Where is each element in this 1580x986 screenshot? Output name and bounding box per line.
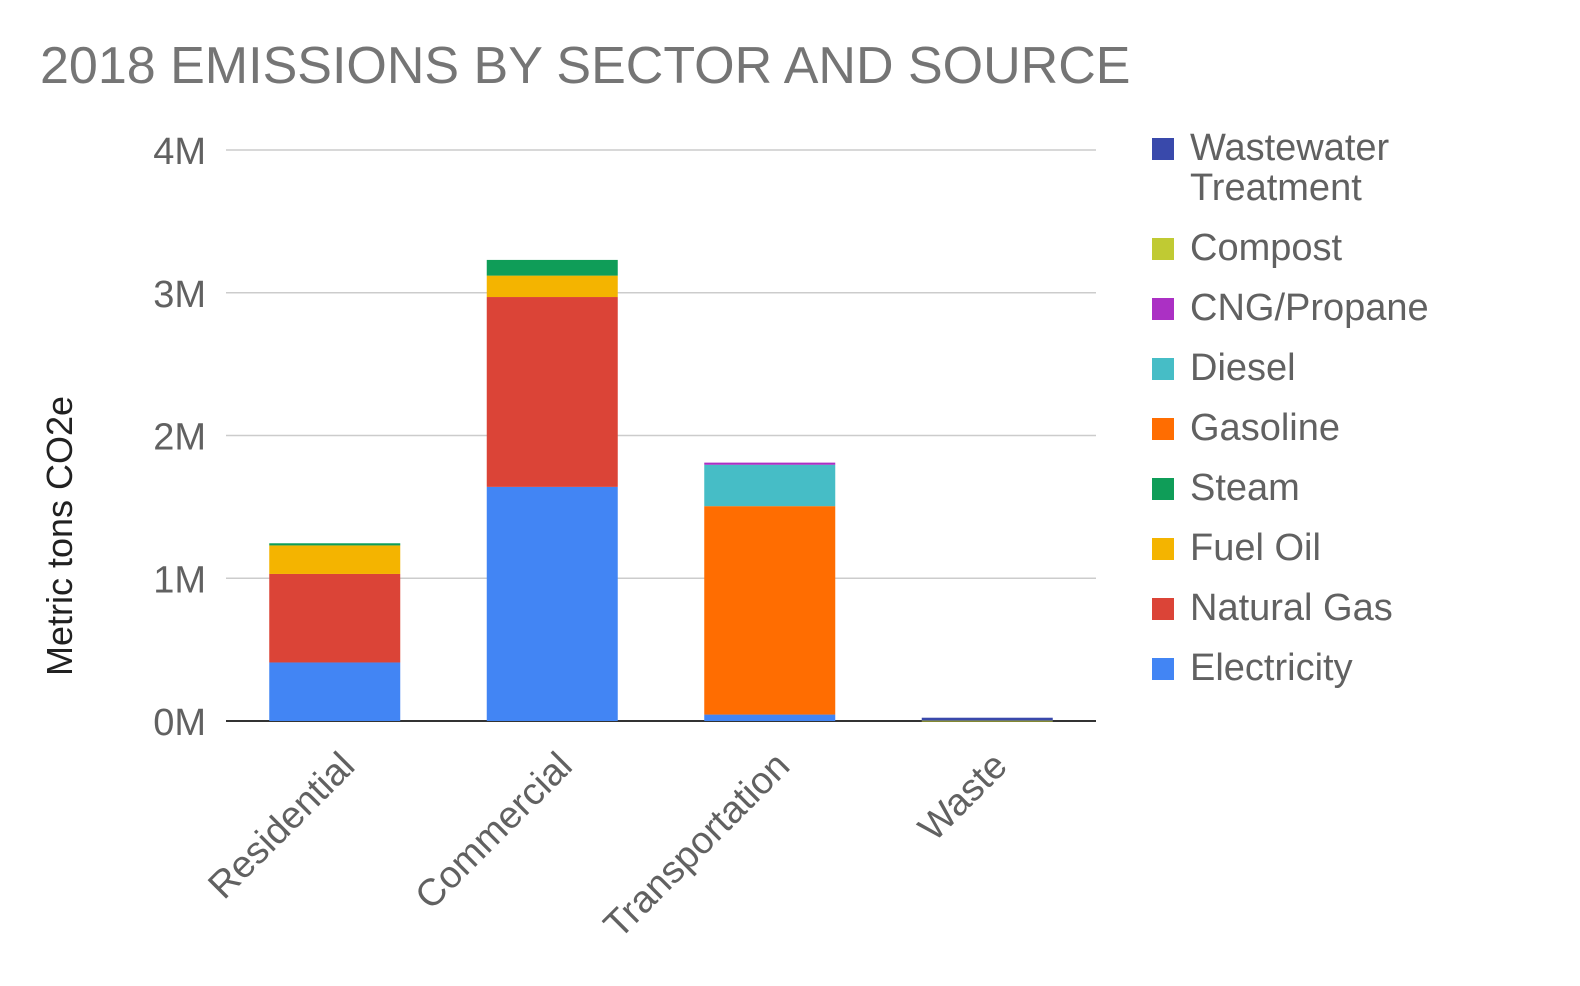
legend-swatch [1152, 538, 1174, 560]
x-tick-label: Waste [911, 745, 1016, 850]
x-tick-label: Transportation [596, 745, 798, 947]
legend-label-line: Electricity [1190, 647, 1353, 689]
bar-segment-transportation-gasoline [704, 506, 836, 715]
legend-label-line: Steam [1190, 467, 1300, 509]
bar-segment-commercial-fuel-oil [486, 275, 618, 298]
legend-label-line: Natural Gas [1190, 587, 1393, 629]
legend-label: Gasoline [1190, 408, 1340, 448]
legend-label-line: Treatment [1190, 167, 1362, 209]
bar-segment-residential-natural-gas [269, 573, 401, 663]
legend-item: CNG/Propane [1152, 288, 1562, 328]
legend-label: Compost [1190, 228, 1342, 268]
legend-item: Natural Gas [1152, 588, 1562, 628]
legend-item: Electricity [1152, 648, 1562, 688]
legend-label-line: Diesel [1190, 347, 1296, 389]
legend-label-line: Fuel Oil [1190, 527, 1321, 569]
chart-title: 2018 EMISSIONS BY SECTOR AND SOURCE [40, 37, 1131, 95]
chart-legend: Wastewater Treatment Compost CNG/Propane Die… [1152, 128, 1562, 688]
legend-swatch [1152, 478, 1174, 500]
legend-swatch [1152, 358, 1174, 380]
bar-segment-residential-fuel-oil [269, 545, 401, 574]
bar-segment-waste-compost [921, 720, 1053, 722]
legend-item: Fuel Oil [1152, 528, 1562, 568]
bar-segment-waste-wastewater-treatment [921, 717, 1053, 721]
legend-label: Steam [1190, 468, 1300, 508]
legend-label: Diesel [1190, 348, 1296, 388]
y-tick-label: 1M [153, 559, 206, 601]
bar-segment-transportation-cng-propane [704, 462, 836, 465]
y-axis-label: Metric tons CO2e [39, 396, 80, 676]
bar-segment-residential-steam [269, 543, 401, 546]
legend-swatch [1152, 238, 1174, 260]
legend-swatch [1152, 418, 1174, 440]
legend-label-line: CNG/Propane [1190, 287, 1429, 329]
y-tick-label: 3M [153, 274, 206, 316]
legend-item: Steam [1152, 468, 1562, 508]
legend-label: Wastewater Treatment [1190, 128, 1389, 208]
y-tick-label: 2M [153, 417, 206, 459]
legend-label-line: Compost [1190, 227, 1343, 269]
legend-label: Electricity [1190, 648, 1353, 688]
legend-label: Fuel Oil [1190, 528, 1321, 568]
legend-label-line: Wastewater [1190, 127, 1390, 169]
y-tick-label: 4M [153, 131, 206, 173]
legend-item: Gasoline [1152, 408, 1562, 448]
legend-label-line: Gasoline [1190, 407, 1340, 449]
legend-swatch [1152, 658, 1174, 680]
bar-segment-commercial-natural-gas [486, 297, 618, 487]
bar-segment-residential-electricity [269, 662, 401, 721]
legend-label: Natural Gas [1190, 588, 1393, 628]
x-tick-label: Residential [200, 745, 363, 908]
legend-item: Compost [1152, 228, 1562, 268]
bar-segment-commercial-steam [486, 259, 618, 276]
legend-swatch [1152, 298, 1174, 320]
legend-swatch [1152, 598, 1174, 620]
legend-swatch [1152, 138, 1174, 160]
y-tick-label: 0M [153, 702, 206, 744]
bar-segment-transportation-diesel [704, 464, 836, 507]
legend-item: Wastewater Treatment [1152, 128, 1562, 208]
x-tick-label: Commercial [408, 745, 581, 918]
bar-segment-commercial-electricity [486, 486, 618, 721]
legend-item: Diesel [1152, 348, 1562, 388]
bar-segment-transportation-electricity [704, 714, 836, 721]
legend-label: CNG/Propane [1190, 288, 1429, 328]
